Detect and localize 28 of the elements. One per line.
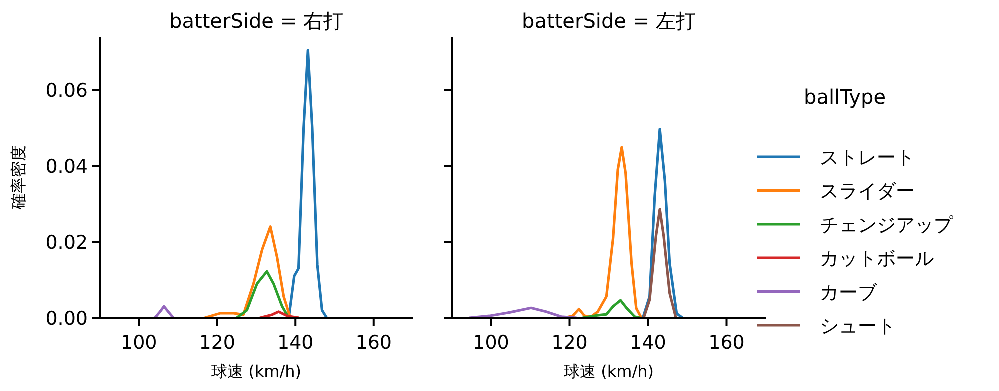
x-axis-title: 球速 (km/h)	[564, 362, 654, 381]
x-axis-title: 球速 (km/h)	[212, 362, 302, 381]
legend-label: シュート	[820, 316, 896, 338]
text: スライダー	[820, 180, 915, 203]
y-tick-label: 0.00	[46, 308, 88, 330]
text: カットボール	[820, 248, 934, 270]
text: カーブ	[820, 282, 877, 304]
x-tick-label: 160	[708, 332, 745, 354]
x-tick-label: 120	[199, 332, 236, 354]
chart-title: batterSide = 左打	[522, 9, 696, 33]
line-series	[236, 270, 290, 320]
x-tick-label: 100	[120, 332, 158, 354]
text: ストレート	[820, 147, 915, 169]
x-tick-label: 140	[630, 332, 666, 354]
line-series	[288, 48, 328, 320]
x-tick-label: 120	[552, 332, 588, 354]
x-tick-label: 100	[473, 332, 510, 354]
y-tick-label: 0.04	[46, 156, 88, 178]
x-tick-label: 160	[356, 332, 392, 354]
text: チェンジアップ	[820, 214, 953, 236]
y-axis-title: 確率密度	[9, 146, 28, 210]
line-series	[204, 226, 300, 320]
x-tick-label: 140	[277, 332, 314, 354]
y-tick-label: 0.02	[46, 232, 88, 254]
legend-title: ballType	[804, 85, 886, 109]
line-series	[259, 310, 300, 320]
chart-title: batterSide = 右打	[170, 9, 344, 33]
y-tick-label: 0.06	[46, 80, 88, 102]
